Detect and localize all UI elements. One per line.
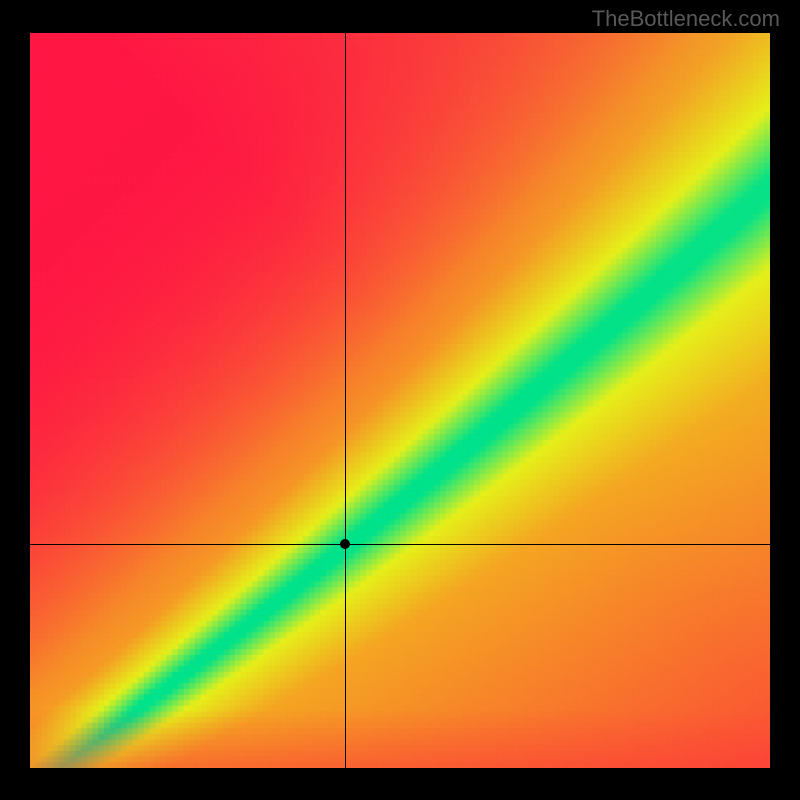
chart-container: TheBottleneck.com [0,0,800,800]
crosshair-vertical [345,33,346,768]
crosshair-marker [340,539,350,549]
watermark-text: TheBottleneck.com [592,6,780,32]
crosshair-horizontal [30,544,770,545]
heatmap-canvas [30,33,770,768]
plot-area [30,33,770,768]
